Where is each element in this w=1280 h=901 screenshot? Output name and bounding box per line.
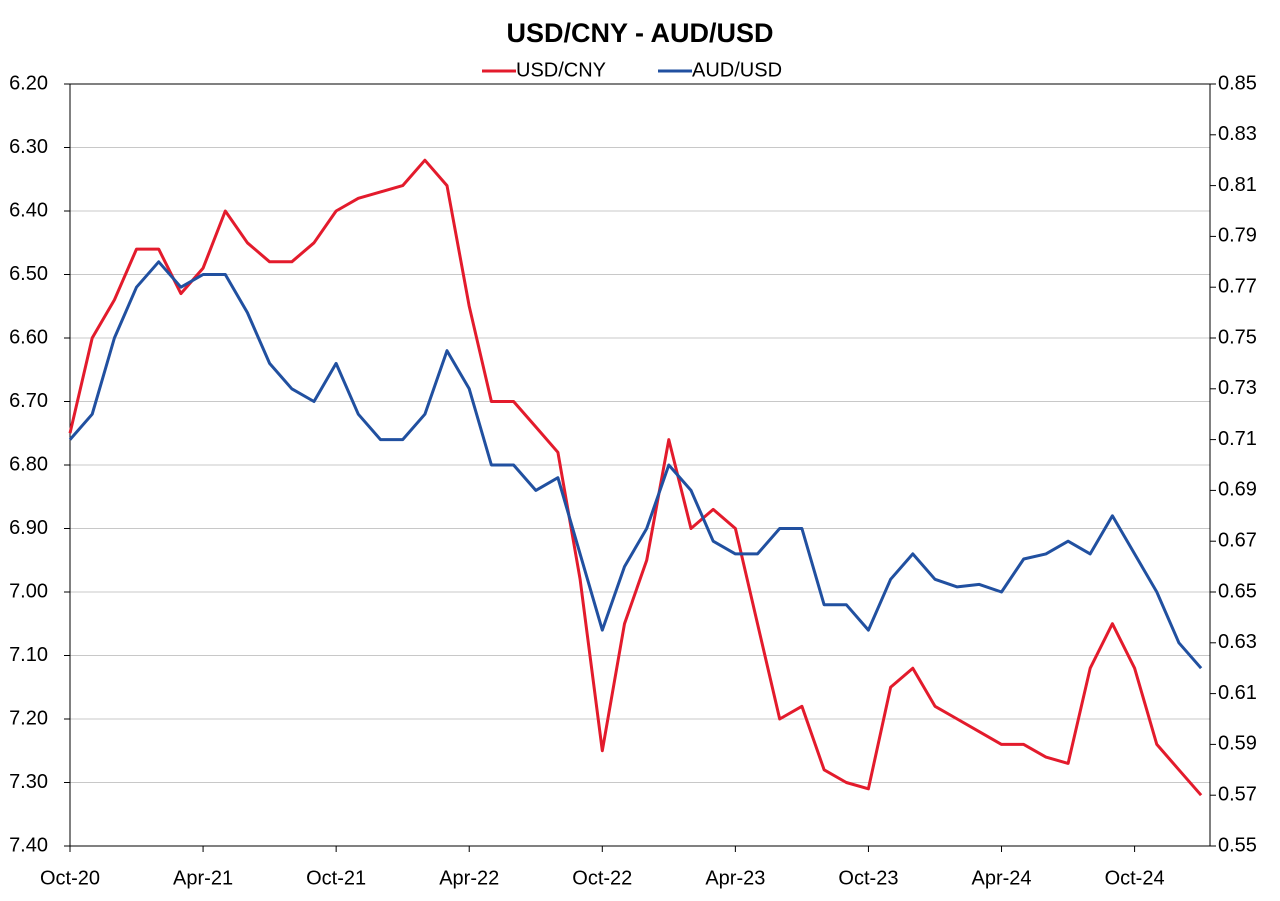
y2-tick-label: 0.55 [1218, 834, 1257, 856]
series-line [68, 158, 1203, 797]
y2-tick-label: 0.67 [1218, 529, 1257, 551]
x-tick-label: Oct-24 [1105, 867, 1165, 889]
y2-tick-label: 0.63 [1218, 631, 1257, 653]
x-tick-label: Oct-22 [572, 867, 632, 889]
y2-tick-label: 0.61 [1218, 682, 1257, 704]
legend-label: AUD/USD [692, 59, 782, 81]
y2-tick-label: 0.81 [1218, 174, 1257, 196]
y2-tick-label: 0.77 [1218, 275, 1257, 297]
y-tick-label: 6.80 [9, 453, 48, 475]
x-tick-label: Oct-23 [838, 867, 898, 889]
y-tick-label: 7.20 [9, 707, 48, 729]
y-tick-label: 6.30 [9, 136, 48, 158]
series-line [68, 260, 1203, 670]
y-tick-label: 7.40 [9, 834, 48, 856]
x-tick-label: Apr-23 [705, 867, 765, 889]
y2-tick-label: 0.73 [1218, 377, 1257, 399]
y-tick-label: 7.00 [9, 580, 48, 602]
y2-tick-label: 0.57 [1218, 783, 1257, 805]
y-tick-label: 7.30 [9, 771, 48, 793]
y2-tick-label: 0.75 [1218, 326, 1257, 348]
y-tick-label: 7.10 [9, 644, 48, 666]
x-tick-label: Oct-21 [306, 867, 366, 889]
y2-tick-label: 0.79 [1218, 225, 1257, 247]
chart-title: USD/CNY - AUD/USD [506, 18, 773, 48]
y2-tick-label: 0.65 [1218, 580, 1257, 602]
y2-tick-label: 0.59 [1218, 733, 1257, 755]
y-tick-label: 6.60 [9, 326, 48, 348]
y-tick-label: 6.40 [9, 199, 48, 221]
x-tick-label: Apr-22 [439, 867, 499, 889]
x-tick-label: Oct-20 [40, 867, 100, 889]
y2-tick-label: 0.83 [1218, 123, 1257, 145]
x-tick-label: Apr-21 [173, 867, 233, 889]
plot-frame [69, 83, 1211, 847]
y-tick-label: 6.50 [9, 263, 48, 285]
y-tick-label: 6.90 [9, 517, 48, 539]
y-tick-label: 6.70 [9, 390, 48, 412]
x-tick-label: Apr-24 [972, 867, 1032, 889]
legend-label: USD/CNY [516, 59, 606, 81]
y2-tick-label: 0.69 [1218, 479, 1257, 501]
y2-tick-label: 0.71 [1218, 428, 1257, 450]
y-tick-label: 6.20 [9, 72, 48, 94]
y2-tick-label: 0.85 [1218, 72, 1257, 94]
